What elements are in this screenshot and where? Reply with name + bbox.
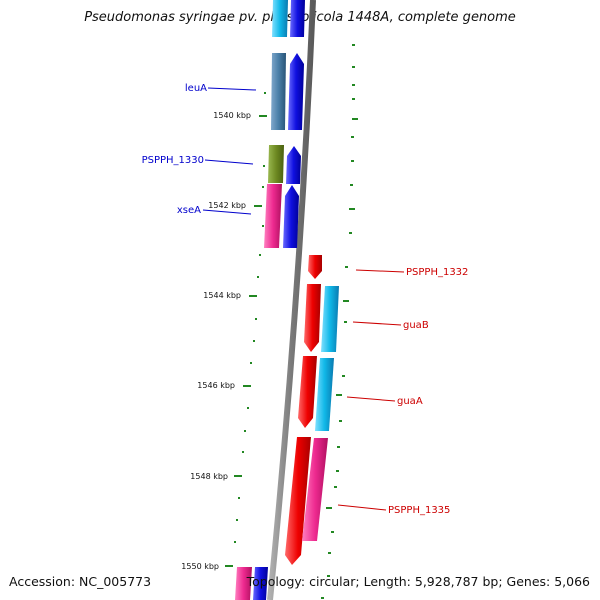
gene-arrow-guaA-red[interactable] [298, 356, 317, 428]
connector-guaA [346, 396, 396, 402]
gene-arrow-leuA-steel[interactable] [271, 53, 286, 130]
gene-arrow-pspph1335-red[interactable] [285, 437, 311, 565]
connector-pspph1330 [204, 159, 254, 165]
connector-xseA [202, 209, 252, 215]
connector-leuA [207, 87, 257, 91]
major-ticks [225, 115, 358, 567]
gene-label-leuA[interactable]: leuA [185, 83, 207, 94]
gene-arrow-pspph1335-pink[interactable] [302, 438, 328, 541]
gene-arrow-guaB-cyan[interactable] [321, 286, 339, 352]
gene-label-pspph1332[interactable]: PSPPH_1332 [406, 267, 468, 278]
gene-label-guaB[interactable]: guaB [403, 320, 429, 331]
gene-labels[interactable]: leuA PSPPH_1330 xseA PSPPH_1332 guaB gua… [142, 83, 469, 516]
gene-arrow-pspph1332[interactable] [308, 255, 322, 279]
gene-label-pspph1330[interactable]: PSPPH_1330 [142, 155, 204, 166]
gene-arrow-pspph1330-olive[interactable] [268, 145, 284, 183]
gene-label-xseA[interactable]: xseA [177, 205, 201, 216]
gene-arrow-xseA-blue[interactable] [283, 185, 299, 248]
gene-label-guaA[interactable]: guaA [397, 396, 423, 407]
gene-arrow-leuA-blue[interactable] [288, 53, 304, 130]
gene-arrow-xseA-pink[interactable] [264, 184, 282, 248]
accession-text: Accession: NC_005773 [9, 574, 152, 589]
connector-guaB [352, 321, 402, 326]
genome-backbone [267, 0, 316, 600]
gene-arrow-bottom-blue[interactable] [253, 567, 268, 600]
tick-label: 1544 kbp [203, 291, 241, 300]
label-connectors [202, 87, 405, 511]
tick-labels: 1540 kbp 1542 kbp 1544 kbp 1546 kbp 1548… [181, 111, 251, 571]
tick-label: 1540 kbp [213, 111, 251, 120]
feature-ring-inner[interactable] [235, 0, 305, 600]
connector-pspph1332 [355, 269, 405, 273]
gene-arrow-top-blue[interactable] [290, 0, 305, 37]
gene-label-pspph1335[interactable]: PSPPH_1335 [388, 505, 450, 516]
tick-label: 1548 kbp [190, 472, 228, 481]
gene-arrow-top-cyan[interactable] [272, 0, 288, 37]
tick-label: 1550 kbp [181, 562, 219, 571]
tick-label: 1542 kbp [208, 201, 246, 210]
gene-arrow-pspph1330-blue[interactable] [286, 146, 301, 184]
topology-text: Topology: circular; Length: 5,928,787 bp… [246, 574, 590, 589]
tick-label: 1546 kbp [197, 381, 235, 390]
gene-arrow-bottom-pink[interactable] [235, 567, 252, 600]
connector-pspph1335 [337, 504, 387, 511]
dot-guides [234, 44, 355, 599]
gene-arrow-guaB-red[interactable] [304, 284, 321, 352]
feature-ring-outer[interactable] [285, 255, 339, 565]
gene-arrow-guaA-cyan[interactable] [315, 358, 334, 431]
